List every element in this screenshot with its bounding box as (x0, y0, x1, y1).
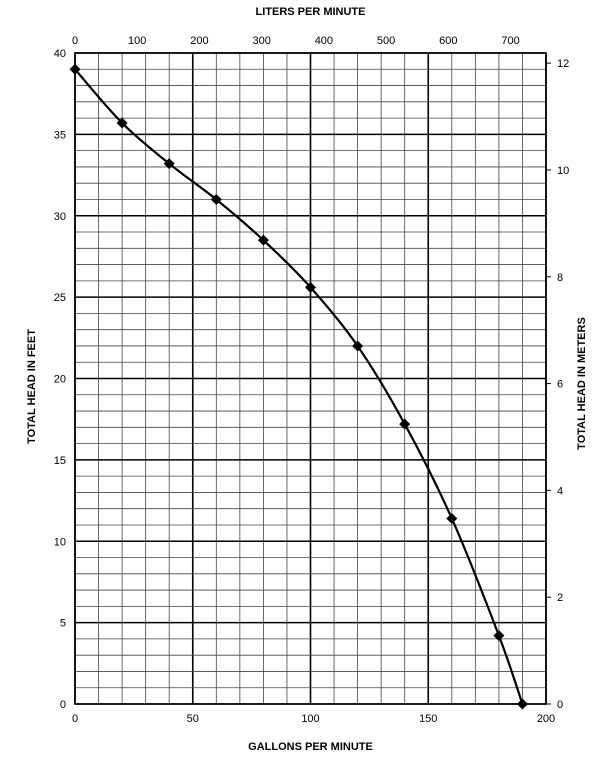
y-tick-label: 10 (54, 536, 66, 548)
y-tick-label: 5 (60, 618, 66, 630)
top-tick-label: 0 (72, 35, 78, 47)
right-tick-label: 8 (557, 272, 563, 284)
y-tick-label: 40 (54, 48, 66, 60)
top-tick-label: 200 (190, 35, 208, 47)
top-tick-label: 600 (439, 35, 457, 47)
x-tick-label: 150 (419, 713, 437, 725)
x-axis-title: GALLONS PER MINUTE (248, 741, 373, 753)
data-point (446, 512, 458, 524)
data-point (69, 63, 81, 75)
x-tick-label: 100 (301, 713, 319, 725)
data-point (257, 234, 269, 246)
y-tick-label: 15 (54, 455, 66, 467)
plot-frame (74, 52, 547, 705)
y-tick-label: 30 (54, 211, 66, 223)
top-tick-label: 700 (501, 35, 519, 47)
data-point (305, 281, 316, 293)
y-axis-title: TOTAL HEAD IN FEET (26, 329, 38, 444)
y-tick-label: 0 (60, 699, 66, 711)
data-point (493, 630, 505, 642)
pump-curve-line (74, 68, 524, 705)
data-markers (69, 63, 528, 710)
data-point (210, 193, 222, 205)
right-tick-label: 0 (557, 699, 563, 711)
right-tick-label: 10 (557, 165, 569, 177)
y-tick-label: 20 (54, 374, 66, 386)
right-axis-title: TOTAL HEAD IN METERS (576, 317, 588, 450)
x-tick-label: 200 (537, 713, 555, 725)
y-tick-label: 25 (54, 292, 66, 304)
right-tick-label: 2 (557, 592, 563, 604)
right-tick-label: 4 (557, 485, 563, 497)
right-tick-label: 12 (557, 58, 569, 70)
top-tick-label: 400 (315, 35, 333, 47)
data-point (399, 418, 411, 430)
right-tick-label: 6 (557, 379, 563, 391)
x-tick-label: 50 (187, 713, 199, 725)
top-tick-label: 300 (252, 35, 270, 47)
data-point (163, 158, 175, 170)
top-tick-label: 100 (128, 35, 146, 47)
grid (74, 52, 547, 705)
top-tick-label: 500 (377, 35, 395, 47)
data-point (516, 698, 528, 710)
top-axis-title: LITERS PER MINUTE (255, 6, 365, 18)
y-tick-label: 35 (54, 129, 66, 141)
data-point (352, 340, 364, 352)
x-tick-label: 0 (72, 713, 78, 725)
data-point (116, 117, 128, 129)
